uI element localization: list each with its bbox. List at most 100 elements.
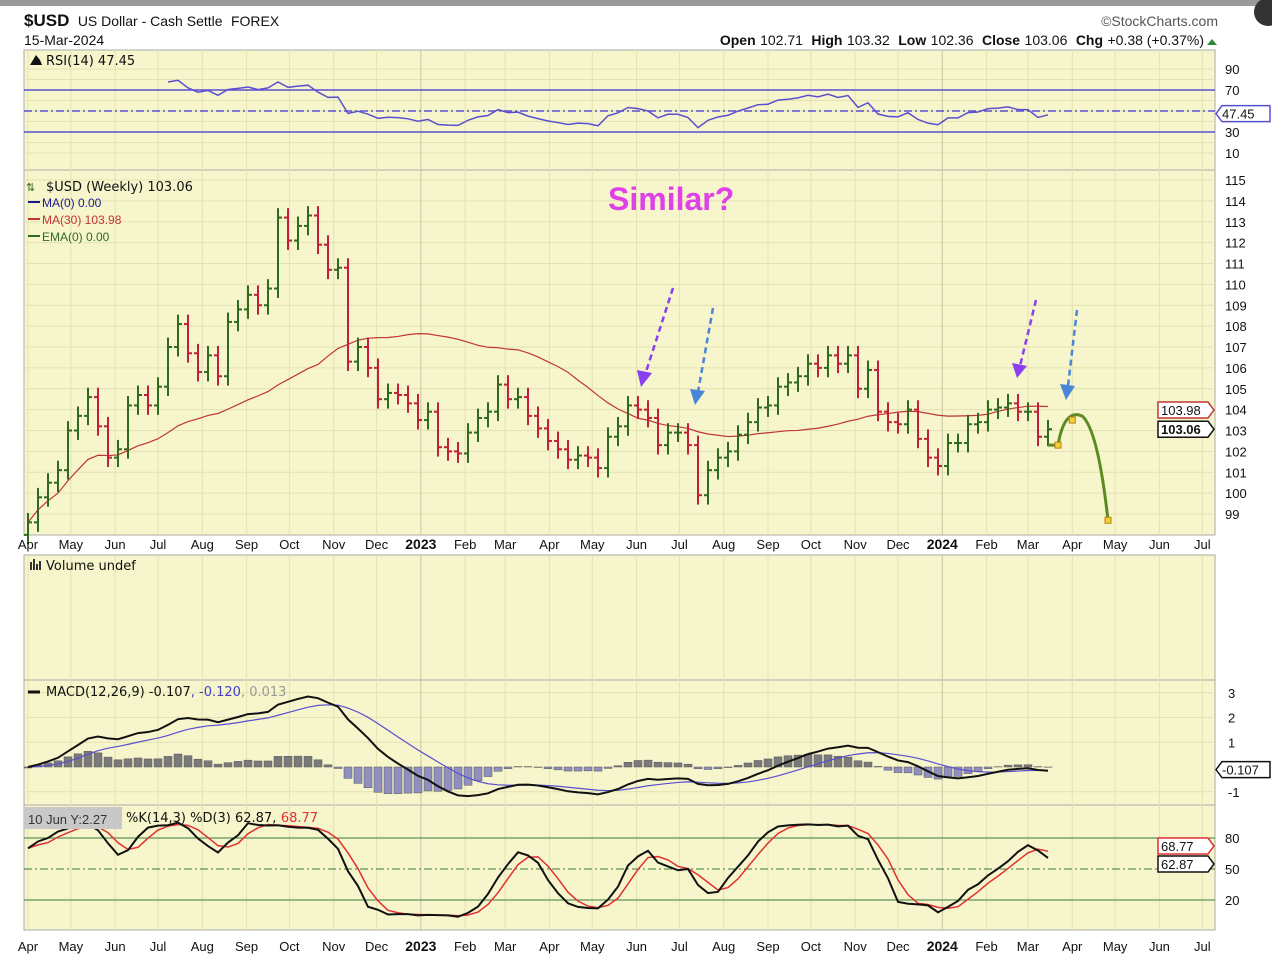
- macd-histogram-bar: [793, 754, 803, 768]
- x-axis-label: Jun: [1149, 537, 1170, 552]
- close-value-tag-text: 103.06: [1161, 422, 1201, 437]
- price-bar: [724, 441, 732, 468]
- price-bar: [154, 377, 162, 415]
- x-axis-label: Sep: [235, 537, 258, 552]
- price-bar: [244, 285, 252, 319]
- x-axis-label: Mar: [1017, 939, 1040, 954]
- x-axis-label: Mar: [494, 537, 517, 552]
- price-bar: [54, 460, 62, 493]
- price-bar: [804, 354, 812, 386]
- exchange: FOREX: [231, 13, 280, 29]
- rsi-axis-tick: 10: [1225, 146, 1239, 161]
- price-bar: [624, 396, 632, 436]
- price-bar: [164, 337, 172, 397]
- macd-histogram-bar: [633, 760, 643, 768]
- x-axis-label: Nov: [844, 537, 868, 552]
- crosshair-readout: 10 Jun Y:2.27: [28, 812, 107, 827]
- price-bar: [564, 439, 572, 470]
- price-bar: [464, 423, 472, 463]
- macd-histogram-bar: [843, 756, 853, 768]
- price-bar: [994, 398, 1002, 420]
- ma0-legend: MA(0) 0.00: [42, 196, 102, 210]
- open-label: Open: [720, 32, 756, 48]
- price-axis-tick: 105: [1225, 382, 1247, 397]
- macd-histogram-bar: [433, 766, 443, 792]
- price-axis-tick: 112: [1225, 236, 1246, 251]
- macd-histogram-bar: [153, 758, 163, 768]
- macd-histogram-bar: [413, 766, 423, 794]
- x-axis-label: May: [580, 939, 605, 954]
- stoch-d-tag-text: 68.77: [1161, 839, 1194, 854]
- macd-histogram-bar: [83, 751, 93, 768]
- price-bar: [264, 279, 272, 315]
- macd-histogram-bar: [243, 759, 253, 768]
- macd-histogram-bar: [383, 766, 393, 794]
- blue-arrow-1: [690, 307, 715, 405]
- price-bar: [184, 314, 192, 363]
- close-label: Close: [982, 32, 1020, 48]
- macd-histogram-bar: [123, 758, 133, 768]
- x-axis-label: Dec: [886, 939, 910, 954]
- price-axis-tick: 111: [1225, 257, 1245, 272]
- price-bar: [834, 345, 842, 374]
- x-axis-label: Jul: [1194, 939, 1211, 954]
- x-axis-label: Sep: [756, 939, 779, 954]
- macd-histogram-bar: [203, 760, 213, 768]
- rsi-value-tag-box: [1215, 104, 1271, 123]
- price-bar: [74, 406, 82, 440]
- x-axis-label: Oct: [801, 939, 822, 954]
- macd-hist-value: , 0.013: [241, 685, 286, 700]
- price-bar: [544, 419, 552, 451]
- price-bar: [704, 460, 712, 505]
- x-axis-label: May: [59, 537, 84, 552]
- macd-histogram-bar: [213, 763, 223, 768]
- macd-axis-tick: 3: [1228, 686, 1235, 701]
- macd-histogram-bar: [273, 756, 283, 768]
- x-axis-label: Feb: [454, 939, 476, 954]
- low-value: 102.36: [931, 32, 974, 48]
- rsi-area-icon: [30, 55, 42, 65]
- close-icon[interactable]: [1254, 0, 1272, 26]
- price-bar: [474, 408, 482, 442]
- macd-histogram-bar: [343, 766, 353, 779]
- price-bar: [204, 345, 212, 382]
- macd-histogram-bar: [193, 758, 203, 768]
- ma30-value-tag-box: [1157, 401, 1215, 419]
- price-bar: [574, 446, 582, 470]
- price-bar: [134, 385, 142, 415]
- price-bar: [504, 375, 512, 409]
- macd-histogram-bar: [293, 755, 303, 768]
- price-bar: [104, 416, 112, 468]
- price-bar: [524, 387, 532, 426]
- macd-histogram-bar: [663, 762, 673, 768]
- price-bar: [824, 345, 832, 378]
- price-bar: [444, 437, 452, 461]
- macd-histogram-bar: [493, 766, 503, 772]
- price-bar: [44, 473, 52, 507]
- price-bar: [934, 448, 942, 476]
- x-axis-label: Aug: [191, 939, 214, 954]
- high-value: 103.32: [847, 32, 890, 48]
- x-axis-label: Apr: [539, 939, 560, 954]
- x-axis-label: Jun: [626, 939, 647, 954]
- projection-point: [1068, 416, 1076, 424]
- price-bar: [974, 412, 982, 434]
- stoch-d-line: [27, 823, 1049, 917]
- price-bar: [944, 433, 952, 476]
- price-bar: [434, 402, 442, 457]
- price-bar: [274, 208, 282, 298]
- macd-histogram-bar: [863, 761, 873, 768]
- price-bar: [224, 312, 232, 386]
- price-axis-tick: 110: [1225, 277, 1246, 292]
- price-bar: [284, 208, 292, 250]
- stoch-legend: %K(14,3) %D(3) 62.87, 68.77: [126, 809, 318, 826]
- x-axis-label: May: [59, 939, 84, 954]
- macd-histogram-bar: [703, 766, 713, 770]
- x-axis-label: May: [580, 537, 605, 552]
- macd-histogram-bar: [283, 756, 293, 768]
- price-bar: [494, 375, 502, 422]
- price-axis-tick: 107: [1225, 340, 1247, 355]
- price-bar: [584, 446, 592, 468]
- macd-value: MACD(12,26,9) -0.107: [46, 685, 191, 700]
